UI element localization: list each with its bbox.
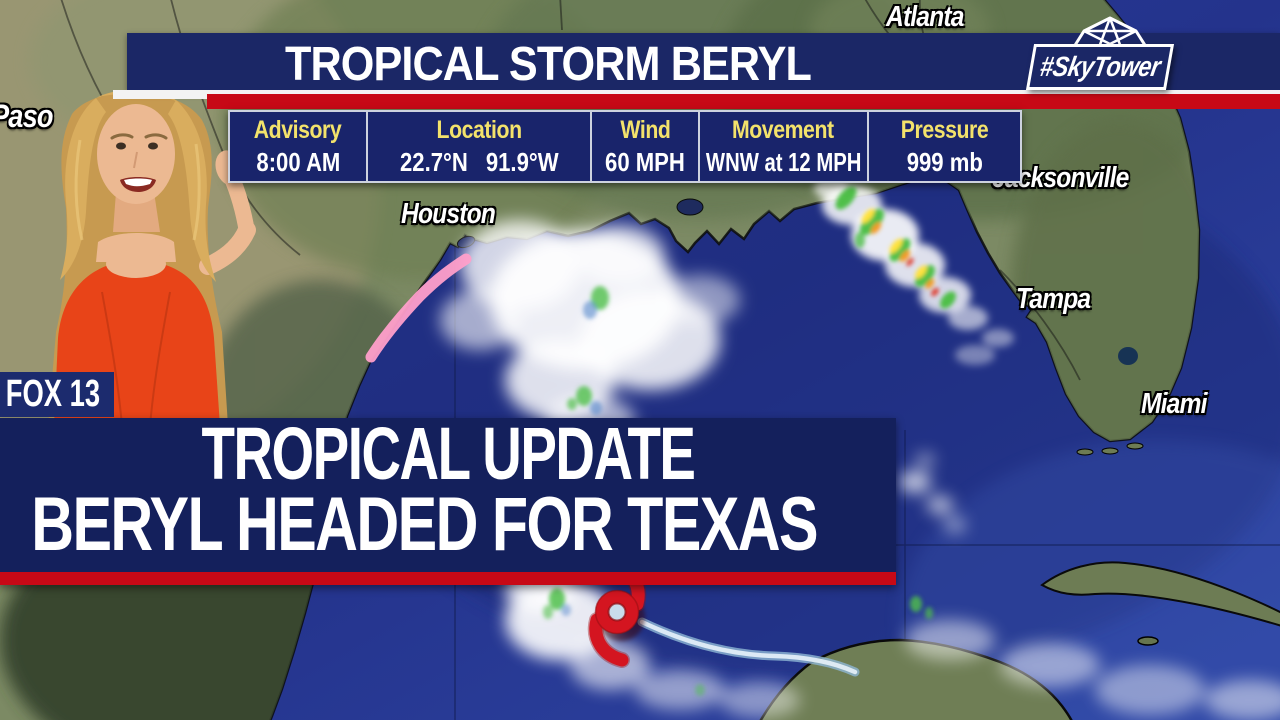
title-text: TROPICAL STORM BERYL	[285, 38, 812, 91]
stat-value: 8:00 AM	[255, 146, 340, 177]
florida-keys	[1076, 442, 1144, 456]
city-label-houston: Houston	[401, 198, 496, 230]
lower-third-red-bar	[0, 572, 896, 585]
lower-third-banner: TROPICAL UPDATE BERYL HEADED FOR TEXAS	[0, 412, 896, 585]
stat-value: 60 MPH	[605, 146, 685, 177]
stat-cell-wind: Wind 60 MPH	[590, 112, 697, 181]
radar-band-returns	[835, 186, 956, 309]
skytower-logo: #SkyTower	[1025, 44, 1175, 90]
city-label-atlanta: Atlanta	[886, 1, 964, 33]
stat-label: Advisory	[254, 115, 342, 144]
warning-area-line	[365, 253, 472, 363]
fox13-logo-text: FOX 13	[5, 373, 101, 415]
headline-line1: TROPICAL UPDATE	[201, 412, 696, 495]
storm-cloud-mass	[440, 220, 740, 445]
lower-radar-speckles	[543, 588, 933, 696]
stat-label: Movement	[732, 115, 835, 144]
banner-red-stripe	[207, 94, 1280, 109]
lake-pontchartrain	[676, 198, 704, 216]
stat-value: WNW at 12 MPH	[705, 146, 861, 177]
stat-cell-location: Location 22.7°N 91.9°W	[365, 112, 590, 181]
stat-label: Location	[436, 115, 522, 144]
stat-cell-pressure: Pressure 999 mb	[866, 112, 1020, 181]
lake-okeechobee	[1118, 347, 1138, 365]
stat-value: 999 mb	[906, 146, 983, 177]
presenter-hair-front	[60, 98, 106, 280]
city-label-el-paso: Paso	[0, 98, 53, 134]
city-label-tampa: Tampa	[1016, 283, 1091, 315]
stat-cell-advisory: Advisory 8:00 AM	[230, 112, 366, 181]
skytower-logo-text: #SkyTower	[1037, 51, 1163, 82]
stat-label: Wind	[619, 115, 670, 144]
cuba-land	[1040, 561, 1280, 646]
presenter-neck	[113, 192, 160, 232]
storm-stats-table: Advisory 8:00 AM Location 22.7°N 91.9°W …	[228, 110, 1022, 183]
storm-radar-speckles	[567, 286, 609, 415]
stat-cell-movement: Movement WNW at 12 MPH	[697, 112, 867, 181]
stat-label: Pressure	[900, 115, 989, 144]
stat-value: 22.7°N 91.9°W	[399, 146, 559, 177]
headline-line2: BERYL HEADED FOR TEXAS	[31, 482, 818, 567]
storm-track-line	[637, 617, 860, 677]
fox13-logo: FOX 13	[0, 372, 114, 417]
city-label-miami: Miami	[1141, 388, 1207, 420]
